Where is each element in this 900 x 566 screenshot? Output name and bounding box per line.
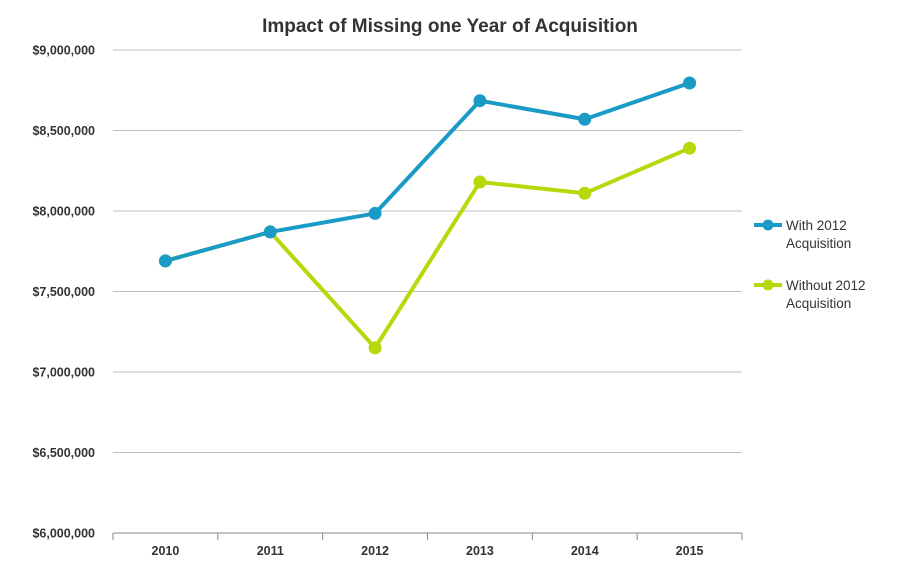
legend-label: Acquisition bbox=[786, 236, 851, 251]
y-tick-label: $8,500,000 bbox=[32, 124, 95, 138]
legend-label: Without 2012 bbox=[786, 278, 866, 293]
x-tick-label: 2012 bbox=[361, 544, 389, 558]
y-axis-tick-labels: $6,000,000 $6,500,000 $7,000,000 $7,500,000… bbox=[32, 44, 95, 541]
x-tick-label: 2013 bbox=[466, 544, 494, 558]
legend-swatch-marker bbox=[762, 279, 774, 291]
series-1 bbox=[158, 76, 697, 268]
legend: With 2012 Acquisition Without 2012 Acquisit… bbox=[754, 218, 866, 311]
legend-label: With 2012 bbox=[786, 218, 847, 233]
grid-lines bbox=[113, 49, 742, 453]
data-point bbox=[368, 341, 382, 355]
data-point bbox=[683, 141, 697, 155]
x-tick-label: 2011 bbox=[257, 544, 284, 558]
data-point bbox=[473, 175, 487, 189]
data-point bbox=[368, 206, 382, 220]
series-line bbox=[163, 81, 692, 263]
chart-title: Impact of Missing one Year of Acquisitio… bbox=[262, 16, 638, 37]
y-tick-label: $7,000,000 bbox=[32, 366, 95, 380]
x-axis bbox=[112, 532, 743, 540]
y-tick-label: $7,500,000 bbox=[32, 285, 95, 299]
x-axis-tick-labels: 2010 2011 2012 2013 2014 2015 bbox=[152, 544, 704, 558]
legend-label: Acquisition bbox=[786, 296, 851, 311]
x-tick-label: 2014 bbox=[571, 544, 599, 558]
data-point bbox=[578, 186, 592, 200]
y-tick-label: $8,000,000 bbox=[32, 205, 95, 219]
data-point bbox=[158, 254, 172, 268]
legend-item-2: Without 2012 Acquisition bbox=[754, 278, 866, 311]
data-point bbox=[263, 225, 277, 239]
data-point bbox=[578, 112, 592, 126]
series-line bbox=[163, 146, 692, 350]
series-layer bbox=[158, 76, 697, 355]
data-point bbox=[683, 76, 697, 90]
data-point bbox=[473, 94, 487, 108]
legend-swatch-marker bbox=[762, 219, 774, 231]
legend-item-1: With 2012 Acquisition bbox=[754, 218, 851, 251]
y-tick-label: $9,000,000 bbox=[32, 44, 95, 58]
x-tick-label: 2015 bbox=[676, 544, 704, 558]
y-tick-label: $6,500,000 bbox=[32, 446, 95, 460]
series-2 bbox=[158, 141, 697, 355]
x-tick-label: 2010 bbox=[152, 544, 180, 558]
y-tick-label: $6,000,000 bbox=[32, 527, 95, 541]
